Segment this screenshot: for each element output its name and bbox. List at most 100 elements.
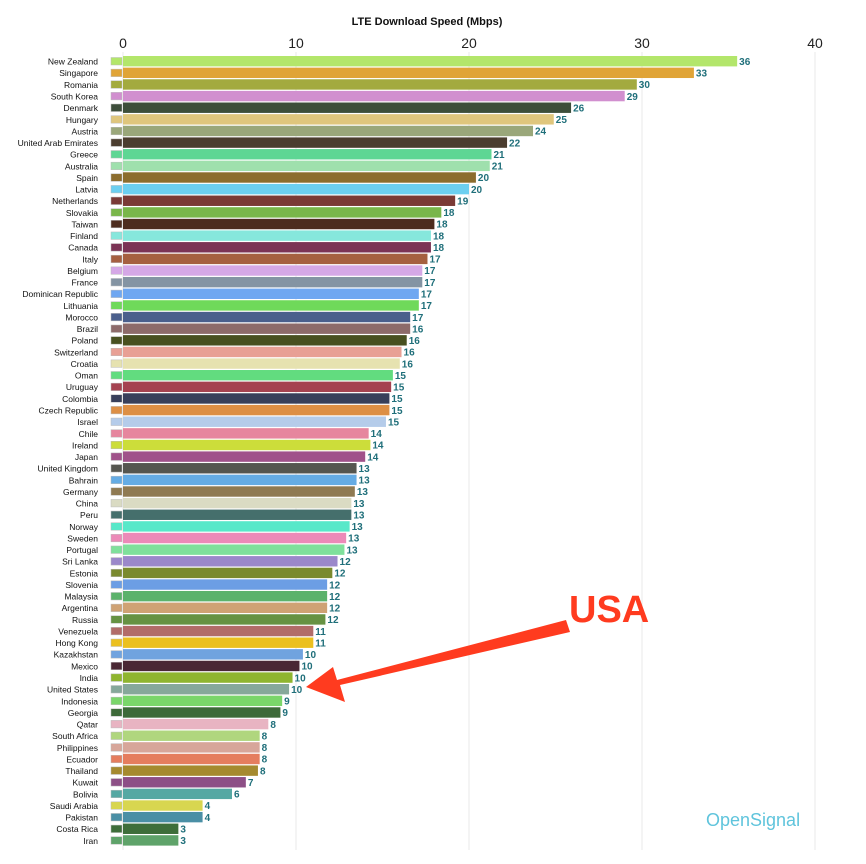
grid-lines	[122, 52, 816, 850]
value-label: 21	[493, 150, 505, 161]
category-label: Costa Rica	[56, 824, 98, 834]
value-label: 24	[535, 127, 547, 138]
value-label: 10	[291, 685, 303, 696]
bar	[123, 172, 476, 183]
bar	[123, 358, 400, 369]
x-tick-label: 0	[119, 35, 127, 51]
bar	[123, 67, 694, 79]
flag-icon	[110, 720, 123, 729]
annotation-usa: USA	[569, 589, 649, 631]
chart-title: LTE Download Speed (Mbps)	[352, 16, 503, 28]
category-label: Kuwait	[72, 778, 98, 788]
flag-icon	[110, 359, 123, 368]
flag-icon	[110, 348, 123, 356]
category-label: Switzerland	[54, 347, 98, 357]
category-label: Oman	[75, 371, 98, 381]
flag-icon	[110, 673, 123, 682]
flag-icon	[110, 115, 123, 124]
bar	[123, 835, 179, 846]
bar	[123, 649, 303, 660]
flag-icon	[110, 685, 123, 694]
category-label: Norway	[69, 522, 99, 532]
flag-icons	[110, 57, 123, 845]
value-label: 14	[372, 441, 384, 452]
value-label: 29	[627, 92, 639, 103]
bar	[123, 602, 328, 614]
value-label: 15	[388, 417, 400, 428]
flag-icon	[110, 557, 123, 566]
bar	[123, 428, 369, 439]
bar	[123, 742, 260, 753]
value-label: 6	[234, 790, 240, 801]
bar	[123, 207, 442, 218]
category-label: Bolivia	[73, 789, 98, 799]
flag-icon	[110, 708, 123, 717]
flag-icon	[110, 789, 123, 798]
bar	[123, 765, 258, 776]
value-label: 12	[340, 557, 352, 568]
category-label: United Arab Emirates	[18, 138, 98, 148]
arrow-icon	[306, 620, 570, 702]
value-label: 11	[315, 627, 326, 638]
bar	[123, 695, 283, 707]
category-label: Finland	[70, 231, 98, 241]
value-label: 8	[262, 731, 268, 742]
bar	[123, 311, 411, 323]
flag-icon	[110, 638, 123, 647]
category-label: Morocco	[65, 312, 98, 322]
value-label: 4	[205, 801, 211, 812]
bar	[123, 335, 407, 346]
flag-icon	[110, 382, 123, 391]
category-label: Croatia	[71, 359, 99, 369]
flag-icon	[110, 627, 123, 636]
bar	[123, 346, 402, 358]
bar	[123, 567, 333, 579]
bar	[123, 753, 260, 765]
bar	[123, 183, 469, 195]
flag-icon	[110, 429, 123, 438]
category-label: Ecuador	[66, 754, 98, 764]
category-label: Israel	[77, 417, 98, 427]
bar	[123, 381, 392, 393]
opensignal-logo: OpenSignal	[706, 810, 800, 830]
bar	[123, 404, 390, 416]
category-label: Singapore	[59, 68, 98, 78]
category-label: Czech Republic	[38, 406, 98, 416]
flag-icon	[110, 801, 123, 810]
flag-icon	[110, 68, 123, 77]
category-label: China	[76, 499, 98, 509]
flag-icon	[110, 208, 123, 217]
bar	[123, 811, 203, 823]
category-label: Saudi Arabia	[50, 801, 98, 811]
bar	[123, 195, 456, 206]
flag-icon	[110, 417, 123, 426]
category-label: Argentina	[62, 603, 99, 613]
category-label: Taiwan	[72, 219, 99, 229]
flag-icon	[110, 766, 123, 775]
category-label: Slovenia	[65, 580, 98, 590]
flag-icon	[110, 475, 123, 484]
category-label: South Korea	[51, 91, 99, 101]
value-label: 18	[436, 220, 448, 231]
value-label: 7	[248, 778, 254, 789]
bar	[123, 544, 345, 555]
category-label: Venezuela	[58, 626, 98, 636]
category-label: Bahrain	[69, 475, 99, 485]
flag-icon	[110, 161, 123, 170]
value-label: 15	[391, 394, 403, 405]
category-label: Italy	[82, 254, 98, 264]
flag-icon	[110, 80, 123, 89]
bar	[123, 718, 269, 730]
bar	[123, 439, 371, 451]
bar	[123, 114, 554, 125]
category-label: Brazil	[77, 324, 98, 334]
value-label: 9	[282, 708, 288, 719]
bar	[123, 265, 423, 276]
flag-icon	[110, 196, 123, 205]
bar	[123, 451, 366, 462]
value-label: 33	[696, 69, 708, 80]
category-label: Latvia	[75, 185, 98, 195]
value-label: 17	[412, 313, 424, 324]
